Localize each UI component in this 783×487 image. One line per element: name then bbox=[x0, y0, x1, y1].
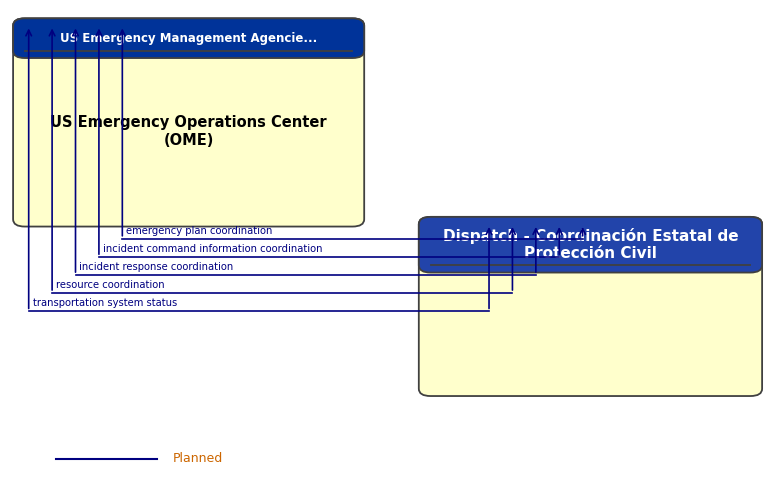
FancyBboxPatch shape bbox=[419, 217, 762, 396]
Text: resource coordination: resource coordination bbox=[56, 280, 164, 290]
Text: incident command information coordination: incident command information coordinatio… bbox=[103, 244, 323, 254]
Text: Dispatch - Coordinación Estatal de
Protección Civil: Dispatch - Coordinación Estatal de Prote… bbox=[442, 228, 738, 262]
Text: Planned: Planned bbox=[173, 452, 223, 466]
Bar bbox=[432, 243, 749, 265]
FancyBboxPatch shape bbox=[13, 19, 364, 58]
Text: US Emergency Management Agencie...: US Emergency Management Agencie... bbox=[60, 32, 317, 45]
FancyBboxPatch shape bbox=[419, 217, 762, 273]
Text: US Emergency Operations Center
(OME): US Emergency Operations Center (OME) bbox=[50, 115, 327, 148]
Text: transportation system status: transportation system status bbox=[33, 299, 177, 308]
Text: emergency plan coordination: emergency plan coordination bbox=[126, 226, 272, 236]
Text: incident response coordination: incident response coordination bbox=[79, 262, 233, 272]
FancyBboxPatch shape bbox=[13, 19, 364, 226]
Bar bbox=[27, 37, 351, 51]
